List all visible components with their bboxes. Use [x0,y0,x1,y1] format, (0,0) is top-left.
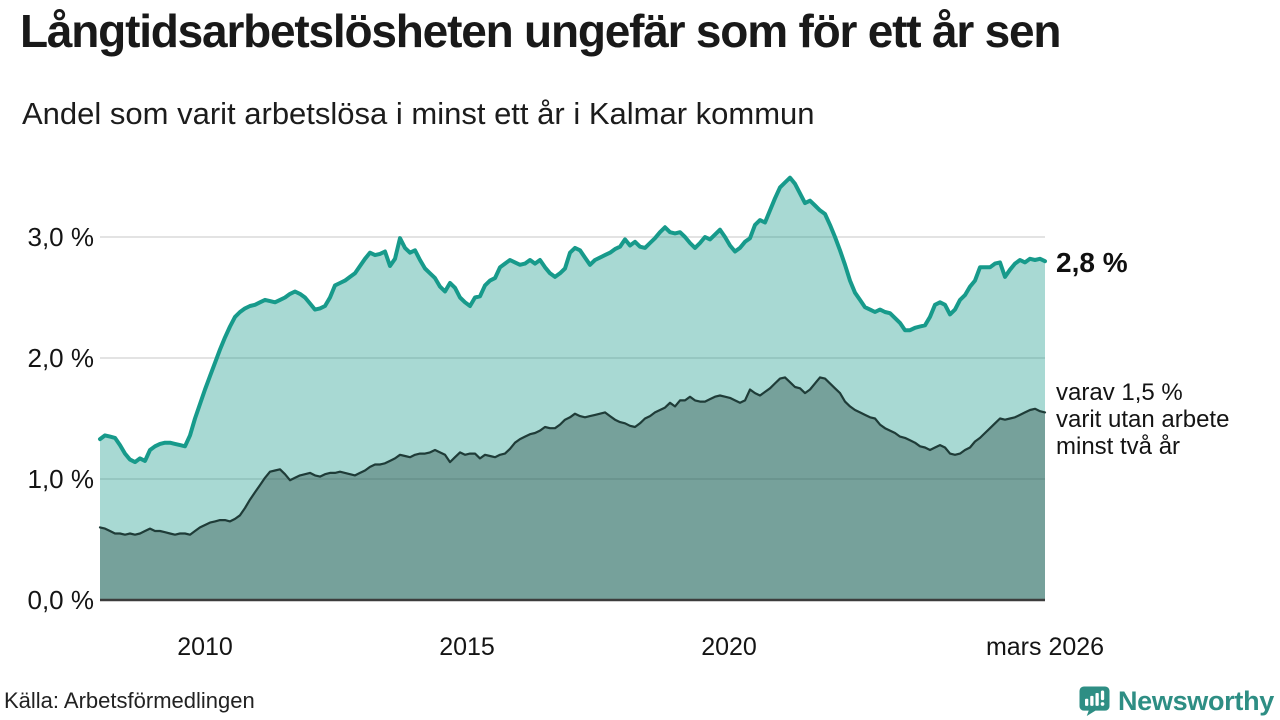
y-tick-1: 1,0 % [27,464,95,494]
y-tick-2: 2,0 % [27,343,95,373]
line-two-year-unemployed [98,376,1047,536]
page-title: Långtidsarbetslösheten ungefär som för e… [20,5,1062,57]
source-credit: Källa: Arbetsförmedlingen [4,688,255,713]
latest-value-label: 2,8 % [1056,247,1128,278]
x-tick-2010: 2010 [177,633,233,661]
x-tick-2020: 2020 [701,633,757,661]
y-tick-0: 0,0 % [27,585,95,615]
x-tick-2015: 2015 [439,633,495,661]
secondary-annotation-line-1: varav 1,5 % [1056,379,1183,406]
newsworthy-logo: Newsworthy [1079,684,1274,718]
gridlines [100,236,1045,480]
x-tick-mars-2026: mars 2026 [985,633,1105,661]
newsworthy-wordmark: Newsworthy [1117,685,1274,716]
secondary-annotation: varav 1,5 % varit utan arbete minst två … [1056,379,1229,460]
secondary-annotation-line-2: varit utan arbete [1056,406,1230,433]
newsworthy-logo-icon [1079,686,1110,716]
line-total-unemployed [98,175,1047,465]
area-two-year-unemployed [100,377,1045,600]
chart-subtitle: Andel som varit arbetslösa i minst ett å… [22,96,815,131]
y-tick-3: 3,0 % [27,222,95,252]
area-total-unemployed [100,177,1045,600]
secondary-annotation-line-3: minst två år [1056,433,1181,460]
